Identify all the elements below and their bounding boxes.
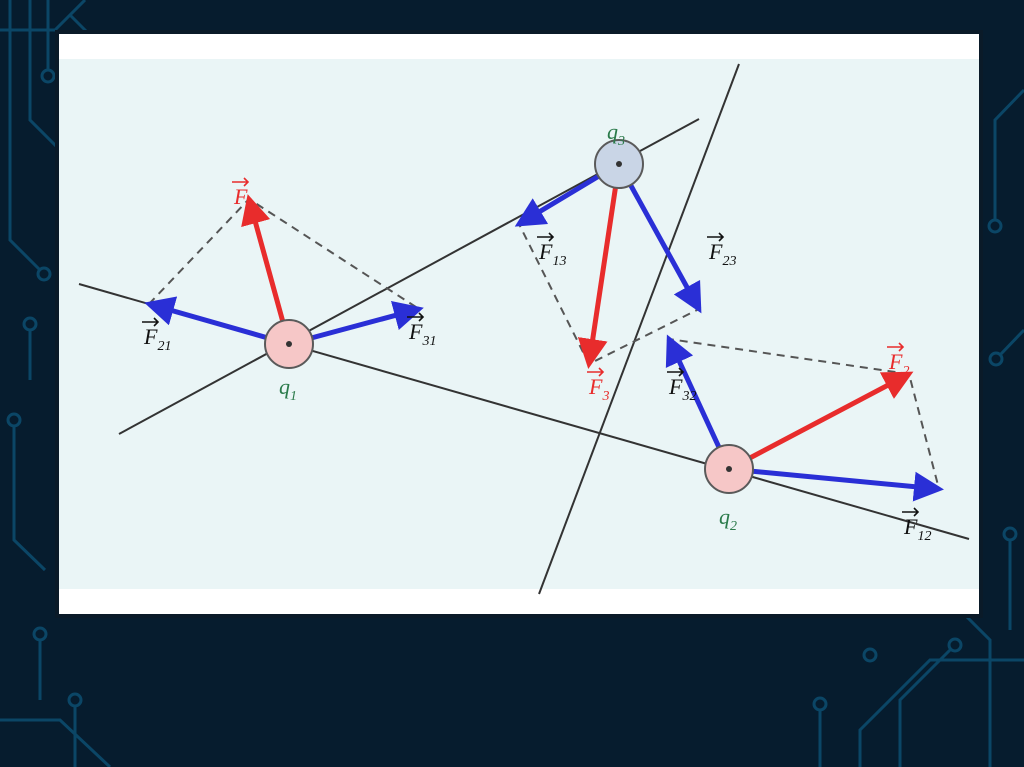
physics-force-diagram: F21F31F13F23F32F12F1F3F2q1q2q3 xyxy=(59,34,979,614)
diagram-panel: F21F31F13F23F32F12F1F3F2q1q2q3 xyxy=(55,30,983,618)
slide-stage: F21F31F13F23F32F12F1F3F2q1q2q3 xyxy=(0,0,1024,767)
charge-q1 xyxy=(265,320,313,368)
charge-q2 xyxy=(705,445,753,493)
